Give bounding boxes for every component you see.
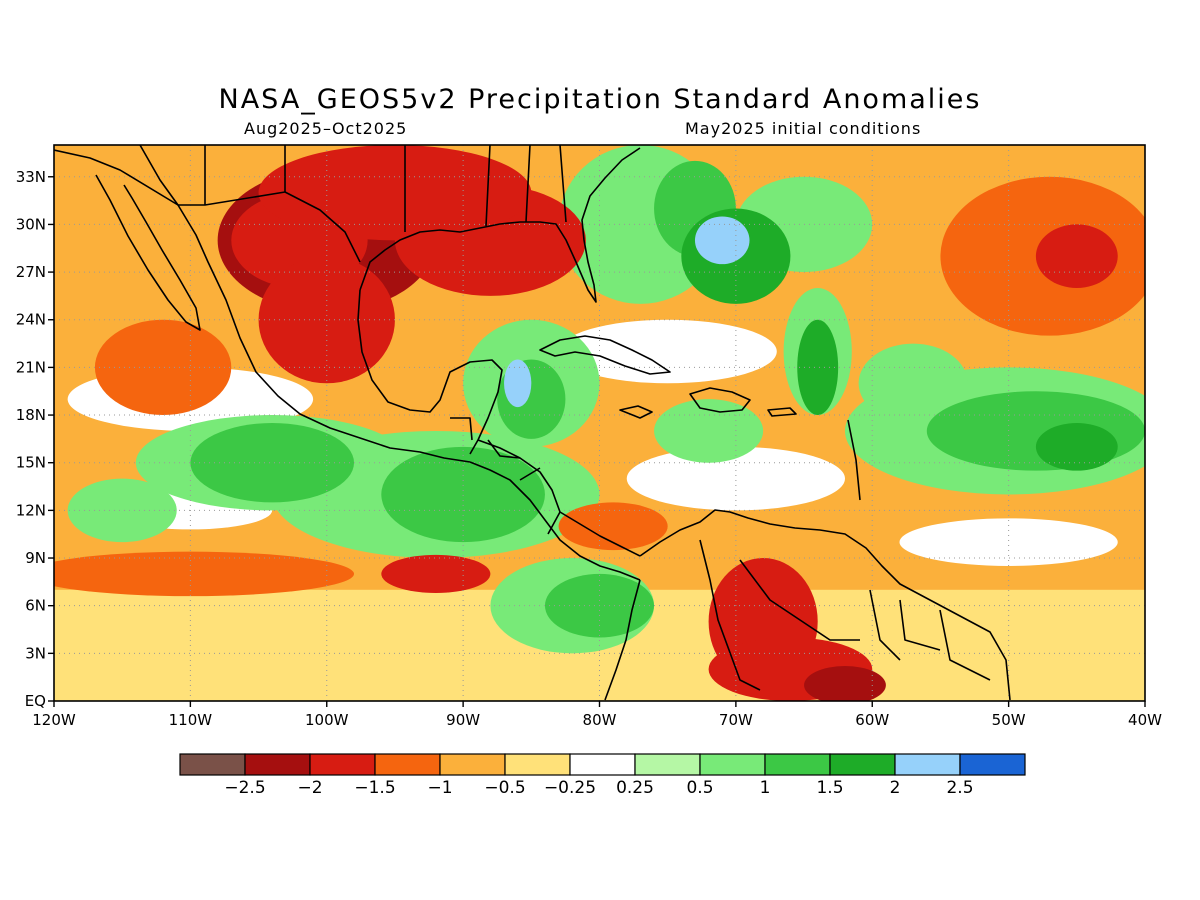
- colorbar-swatch: [309, 753, 376, 776]
- subtitle-initial-conditions: May2025 initial conditions: [685, 119, 922, 138]
- lat-tick-label: 3N: [25, 644, 46, 662]
- subtitle-period: Aug2025–Oct2025: [244, 119, 408, 138]
- anomaly-near-normal-patch: [626, 446, 845, 511]
- anomaly-near-normal-patch: [899, 518, 1118, 566]
- colorbar-label: −2.5: [224, 778, 265, 798]
- anomaly-wet-patch: [858, 343, 968, 423]
- lat-tick-label: EQ: [25, 692, 46, 710]
- coastline-mexico-west: [139, 145, 471, 463]
- anomaly-region: [94, 319, 232, 416]
- anomaly-wet-patch: [67, 478, 177, 543]
- coastlines: [54, 145, 1011, 701]
- coastline-jamaica: [619, 405, 653, 419]
- lon-tick-label: 50W: [992, 711, 1026, 729]
- colorbar-label: 0.25: [616, 778, 654, 798]
- colorbar-label: 2.5: [946, 778, 973, 798]
- colorbar-label: 1: [760, 778, 771, 798]
- colorbar-label: −0.5: [484, 778, 525, 798]
- anomaly-region: [504, 359, 532, 408]
- colorbar-swatch: [959, 753, 1026, 776]
- colorbar-swatch: [894, 753, 961, 776]
- colorbar-label: −2: [297, 778, 322, 798]
- lat-tick-label: 30N: [16, 215, 46, 233]
- colorbar-swatch: [634, 753, 701, 776]
- map-title: NASA_GEOS5v2 Precipitation Standard Anom…: [218, 84, 982, 115]
- lat-tick-label: 15N: [16, 454, 46, 472]
- lat-tick-label: 18N: [16, 406, 46, 424]
- lon-tick-label: 60W: [855, 711, 889, 729]
- colorbar-swatch: [829, 753, 896, 776]
- border-us-states: [204, 145, 567, 232]
- border-south-america: [699, 539, 991, 691]
- anomaly-near-normal-patch: [558, 319, 777, 384]
- coastline-central-america: [469, 439, 641, 581]
- coastline-lesser-antilles: [847, 419, 861, 501]
- lon-tick-label: 110W: [169, 711, 213, 729]
- anomaly-region: [190, 423, 355, 503]
- anomaly-region: [1035, 423, 1118, 471]
- colorbar-swatch: [699, 753, 766, 776]
- coastline-mexico-east: [357, 289, 503, 455]
- coastline-baja: [95, 174, 201, 331]
- anomaly-region: [804, 666, 886, 701]
- anomaly-fill-layer: [54, 145, 1145, 701]
- lon-tick-label: 40W: [1128, 711, 1162, 729]
- lat-tick-label: 12N: [16, 501, 46, 519]
- anomaly-region: [926, 391, 1145, 471]
- lon-tick-label: 120W: [32, 711, 76, 729]
- colorbar-swatch: [504, 753, 571, 776]
- lon-tick-label: 70W: [719, 711, 753, 729]
- anomaly-region: [381, 554, 491, 593]
- anomaly-region: [558, 502, 668, 551]
- anomaly-region: [797, 319, 839, 416]
- anomaly-wet-patch: [654, 399, 764, 463]
- colorbar-label: 1.5: [816, 778, 843, 798]
- anomaly-region: [54, 551, 354, 597]
- lat-tick-label: 27N: [16, 263, 46, 281]
- coastline-hispaniola: [689, 387, 751, 413]
- lat-tick-label: 6N: [25, 597, 46, 615]
- axis-labels: 120W 110W 100W 90W 80W 70W 60W 50W 40W EQ 3N 6N 9N 12…: [16, 168, 1162, 729]
- coastline-south-america-west: [604, 579, 641, 701]
- colorbar-swatch: [439, 753, 506, 776]
- coastline-puerto-rico: [767, 407, 797, 417]
- colorbar-swatch: [244, 753, 311, 776]
- colorbar-label: 0.5: [686, 778, 713, 798]
- colorbar-label: −1.5: [354, 778, 395, 798]
- lat-tick-label: 33N: [16, 168, 46, 186]
- colorbar-swatch: [179, 753, 246, 776]
- border-central-america: [450, 417, 561, 535]
- coastline-south-america-north: [639, 509, 1011, 701]
- colorbar-label: 2: [890, 778, 901, 798]
- lon-tick-label: 100W: [305, 711, 349, 729]
- lat-tick-label: 24N: [16, 311, 46, 329]
- coastline-us-gulf: [359, 147, 641, 303]
- colorbar: −2.5 −2 −1.5 −1 −0.5 −0.25 0.25 0.5 1 1.5 2 2.5: [179, 753, 1026, 798]
- anomaly-region: [381, 446, 545, 543]
- colorbar-swatch: [374, 753, 441, 776]
- lat-tick-label: 21N: [16, 358, 46, 376]
- lon-tick-label: 80W: [583, 711, 617, 729]
- anomaly-region: [694, 216, 750, 265]
- colorbar-label: −1: [427, 778, 452, 798]
- colorbar-swatch: [569, 753, 636, 776]
- anomaly-region: [1035, 224, 1118, 288]
- lon-tick-label: 90W: [446, 711, 480, 729]
- graticule: [54, 145, 1145, 701]
- colorbar-swatch: [764, 753, 831, 776]
- colorbar-label: −0.25: [544, 778, 596, 798]
- coastline-cuba: [539, 335, 671, 375]
- lat-tick-label: 9N: [25, 549, 46, 567]
